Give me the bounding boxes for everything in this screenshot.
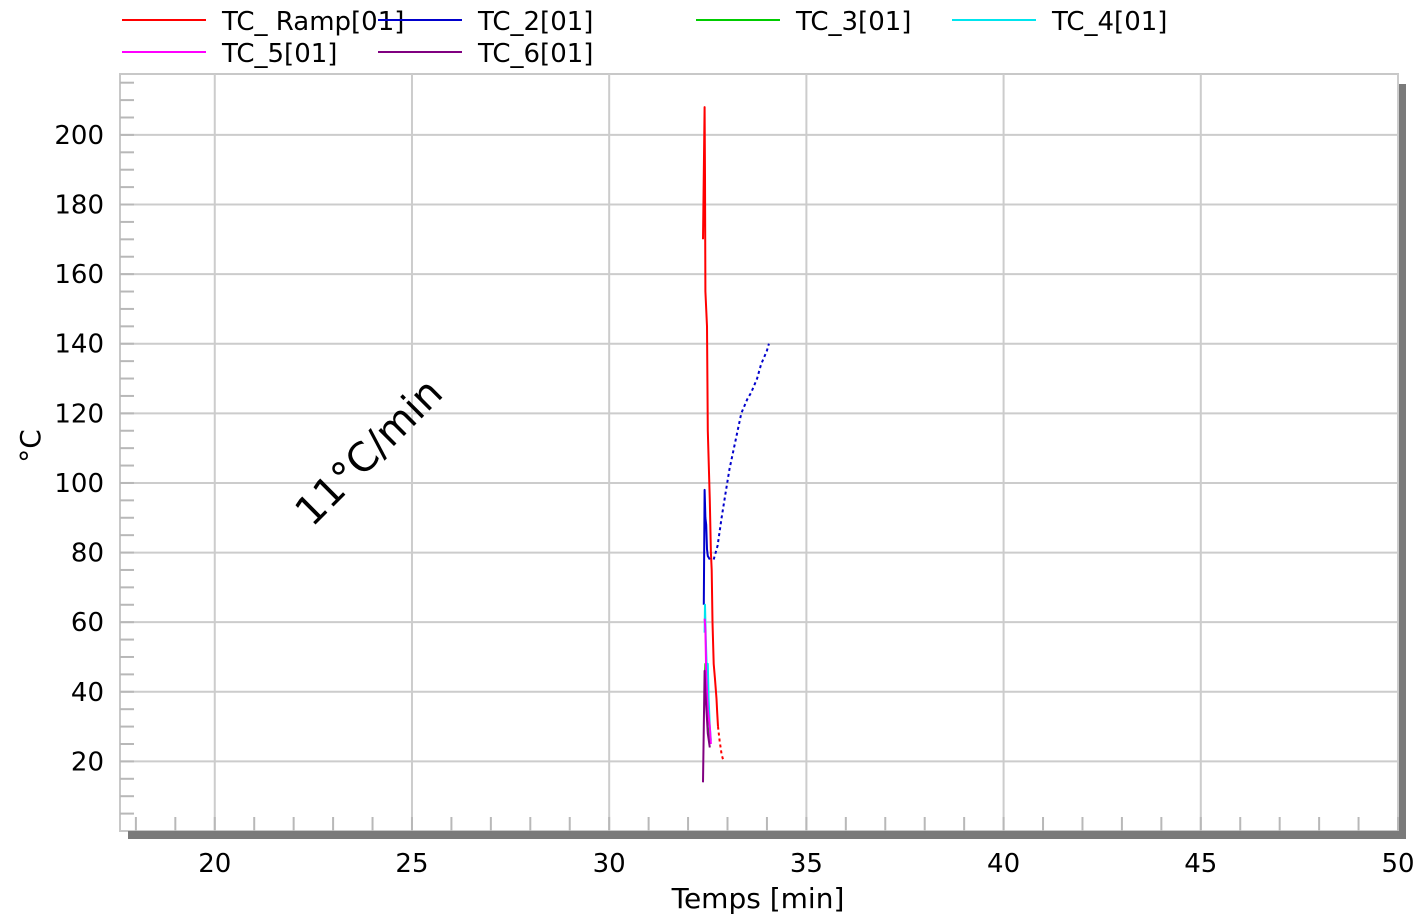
series-line <box>702 488 711 605</box>
frame-shadow-right <box>1398 84 1406 839</box>
y-tick-label: 20 <box>71 747 104 777</box>
y-tick-label: 180 <box>54 191 104 221</box>
plot-area <box>119 73 1399 832</box>
legend-label: TC_4[01] <box>1051 7 1167 37</box>
y-axis-label: °C <box>14 429 47 463</box>
legend-label: TC_2[01] <box>477 7 593 37</box>
series-layer <box>702 106 770 783</box>
legend-label: TC_5[01] <box>221 39 337 69</box>
series-line <box>712 343 770 560</box>
series-tc-ramp-01- <box>702 106 725 762</box>
x-axis-ticks: 20 25 30 35 40 45 50 <box>198 849 1414 879</box>
series-line <box>702 669 711 783</box>
legend-label: TC_6[01] <box>477 39 593 69</box>
y-tick-label: 80 <box>71 539 104 569</box>
x-tick-label: 30 <box>593 849 626 879</box>
legend-item: TC_2[01] <box>378 7 593 37</box>
legend-label: TC_3[01] <box>795 7 911 37</box>
x-tick-label: 35 <box>790 849 823 879</box>
series-tc-5-01- <box>703 618 712 745</box>
legend-label: TC_ Ramp[01] <box>221 7 404 37</box>
plot-frame <box>119 73 1406 839</box>
y-tick-label: 160 <box>54 260 104 290</box>
series-line <box>703 618 712 745</box>
x-tick-label: 45 <box>1184 849 1217 879</box>
grid <box>120 74 1399 831</box>
y-tick-label: 200 <box>54 121 104 151</box>
x-tick-label: 20 <box>198 849 231 879</box>
legend-item: TC_4[01] <box>952 7 1167 37</box>
series-tc-2-01- <box>702 343 770 605</box>
y-tick-label: 120 <box>54 399 104 429</box>
y-axis-ticks: 20 40 60 80 100 120 140 160 180 200 <box>54 121 104 777</box>
x-axis-label: Temps [min] <box>671 882 845 915</box>
legend-item: TC_3[01] <box>696 7 911 37</box>
series-line <box>702 106 719 727</box>
series-line <box>717 726 725 762</box>
x-tick-label: 50 <box>1381 849 1414 879</box>
legend: TC_ Ramp[01] TC_2[01] TC_3[01] TC_4[01] TC_5… <box>122 7 1167 69</box>
frame-shadow-bottom <box>128 831 1406 839</box>
x-tick-label: 40 <box>987 849 1020 879</box>
series-tc-6-01- <box>702 669 711 783</box>
y-tick-label: 40 <box>71 678 104 708</box>
minor-ticks <box>120 81 1399 831</box>
y-tick-label: 60 <box>71 608 104 638</box>
y-tick-label: 140 <box>54 330 104 360</box>
legend-item: TC_5[01] <box>122 39 337 69</box>
x-tick-label: 25 <box>395 849 428 879</box>
legend-item: TC_ Ramp[01] <box>122 7 404 37</box>
legend-item: TC_6[01] <box>378 39 593 69</box>
y-tick-label: 100 <box>54 469 104 499</box>
